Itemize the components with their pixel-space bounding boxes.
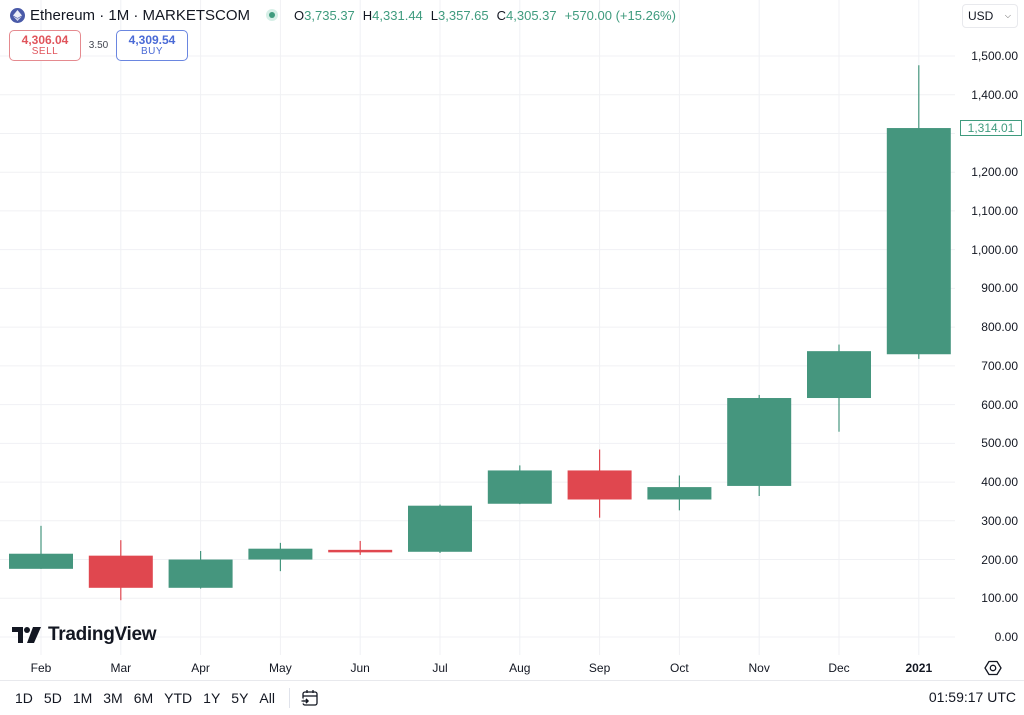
symbol-title[interactable]: Ethereum · 1M · MARKETSCOM <box>30 6 251 24</box>
price-axis-label: 1,100.00 <box>971 203 1018 218</box>
sell-button[interactable]: 4,306.04 SELL <box>9 30 81 61</box>
price-axis-label: 300.00 <box>981 513 1018 528</box>
timeframe-5d[interactable]: 5D <box>43 690 62 706</box>
time-axis-label: Aug <box>509 661 531 675</box>
candle-body <box>328 549 393 553</box>
last-price-tag: 1,314.01 <box>960 120 1022 137</box>
change-value: +570.00 (+15.26%) <box>564 7 676 23</box>
time-axis-label: Nov <box>748 661 770 675</box>
candle-mar[interactable] <box>88 540 153 601</box>
buy-price: 4,309.54 <box>128 32 176 47</box>
close-key: C <box>496 7 507 23</box>
timeframe-6m[interactable]: 6M <box>133 690 154 706</box>
candle-body <box>727 398 792 486</box>
time-axis-label: May <box>269 661 292 675</box>
price-axis-label: 1,200.00 <box>971 165 1018 180</box>
buy-label: BUY <box>140 45 164 57</box>
timeframe-3m[interactable]: 3M <box>103 690 123 706</box>
low-value: 3,357.65 <box>438 7 489 23</box>
close-value: 4,305.37 <box>506 7 557 23</box>
candle-apr[interactable] <box>168 551 233 589</box>
price-axis[interactable]: 1,500.00 1,400.00 1,200.00 1,100.00 1,000.00… <box>955 0 1024 655</box>
high-key: H <box>362 7 373 23</box>
sell-label: SELL <box>31 45 59 57</box>
candle-body <box>248 548 313 560</box>
price-axis-label: 600.00 <box>981 397 1018 412</box>
candle-oct[interactable] <box>647 475 712 511</box>
candle-may[interactable] <box>248 542 313 572</box>
price-axis-label: 1,500.00 <box>971 49 1018 63</box>
candle-body <box>647 487 712 500</box>
time-axis-label: Mar <box>110 661 132 675</box>
open-value: 3,735.37 <box>304 7 355 23</box>
candle-body <box>487 470 552 504</box>
candle-body <box>408 505 472 552</box>
sell-price: 4,306.04 <box>21 32 69 47</box>
price-axis-label: 500.00 <box>981 436 1018 451</box>
candle-body <box>168 559 233 588</box>
ethereum-logo-icon <box>10 7 25 23</box>
candle-body <box>567 470 632 500</box>
candle-body <box>88 555 153 588</box>
candlestick-plot[interactable] <box>0 0 955 655</box>
timeframe-1y[interactable]: 1Y <box>203 690 221 706</box>
price-axis-label: 700.00 <box>981 358 1018 373</box>
time-axis[interactable]: Feb Mar Apr May Jun Jul Aug Sep Oct Nov Dec 2021 <box>0 655 955 679</box>
market-open-status-icon <box>266 9 279 21</box>
buy-button[interactable]: 4,309.54 BUY <box>116 30 188 61</box>
candle-jul[interactable] <box>408 504 472 553</box>
low-key: L <box>430 7 439 23</box>
price-axis-label: 900.00 <box>981 281 1018 296</box>
timeframe-1m[interactable]: 1M <box>72 690 93 706</box>
high-value: 4,331.44 <box>372 7 423 23</box>
settings-gear-icon[interactable] <box>984 659 1002 677</box>
candle-nov[interactable] <box>727 394 792 497</box>
timeframe-bar: 1D 5D 1M 3M 6M YTD 1Y 5Y All <box>15 688 320 708</box>
utc-clock[interactable]: 01:59:17 UTC <box>928 689 1016 705</box>
price-axis-label: 1,400.00 <box>971 87 1018 102</box>
currency-value: USD <box>968 9 994 23</box>
currency-select[interactable]: USD ⌵ <box>962 4 1018 28</box>
chevron-down-icon: ⌵ <box>1004 11 1011 20</box>
time-axis-label: Apr <box>191 661 210 675</box>
time-axis-label: Oct <box>670 661 689 675</box>
candle-body <box>9 553 73 569</box>
candle-2021[interactable] <box>886 65 951 359</box>
time-axis-label: Jun <box>350 661 370 675</box>
open-key: O <box>294 7 305 23</box>
tradingview-logo-icon <box>12 627 41 643</box>
ohlc-values: O3,735.37 H4,331.44 L3,357.65 C4,305.37 … <box>294 8 676 23</box>
timeframe-separator <box>288 688 290 708</box>
candle-body <box>807 351 871 399</box>
timeframe-all[interactable]: All <box>259 690 275 706</box>
price-axis-label: 800.00 <box>981 320 1018 335</box>
price-axis-label: 100.00 <box>981 591 1018 606</box>
candle-jun[interactable] <box>328 540 393 555</box>
tradingview-logo-text: TradingView <box>48 624 157 645</box>
price-axis-label: 0.00 <box>994 630 1018 644</box>
tradingview-logo[interactable]: TradingView <box>12 624 157 646</box>
footer-divider <box>0 680 1024 681</box>
time-axis-label: Dec <box>828 661 850 675</box>
trade-buttons: 4,306.04 SELL 3.50 4,309.54 BUY <box>9 30 188 61</box>
candle-sep[interactable] <box>567 449 632 518</box>
timeframe-1d[interactable]: 1D <box>15 690 33 706</box>
price-axis-label: 200.00 <box>981 552 1018 567</box>
candle-aug[interactable] <box>487 465 552 505</box>
time-axis-label: Feb <box>30 661 52 675</box>
time-axis-label: Sep <box>588 661 611 675</box>
price-axis-label: 400.00 <box>981 475 1018 490</box>
go-to-date-calendar-icon[interactable] <box>300 688 320 708</box>
timeframe-5y[interactable]: 5Y <box>231 690 249 706</box>
spread-value: 3.50 <box>88 40 109 51</box>
price-axis-label: 1,000.00 <box>971 242 1018 257</box>
time-axis-label: 2021 <box>905 661 933 675</box>
candle-dec[interactable] <box>807 344 871 432</box>
timeframe-ytd[interactable]: YTD <box>164 690 193 706</box>
time-axis-label: Jul <box>432 661 448 675</box>
candle-feb[interactable] <box>9 525 73 569</box>
candle-body <box>886 128 951 355</box>
symbol-header: Ethereum · 1M · MARKETSCOM O3,735.37 H4,… <box>10 4 676 26</box>
